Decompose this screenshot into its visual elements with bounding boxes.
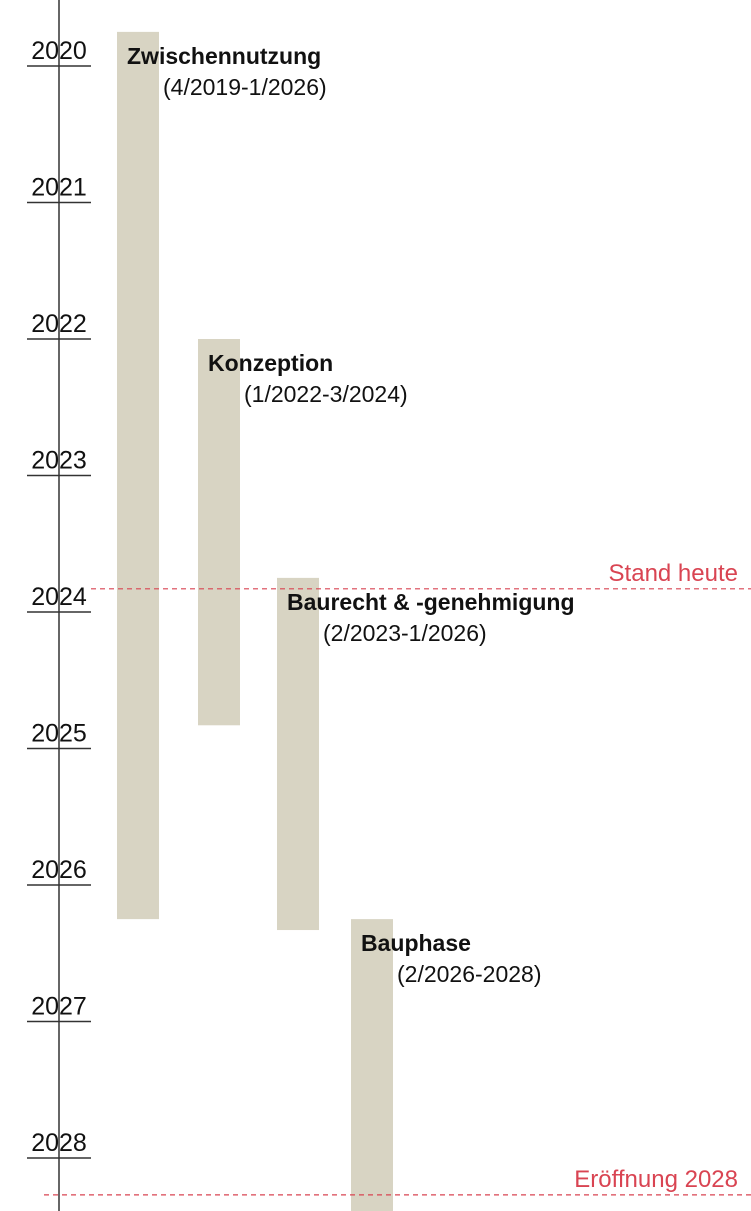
task-bar (351, 919, 393, 1211)
task-range-label: (1/2022-3/2024) (244, 381, 408, 407)
task-range-label: (2/2026-2028) (397, 961, 542, 987)
year-label-2025: 2025 (31, 720, 87, 748)
task-labels: Zwischennutzung (4/2019-1/2026) Konzeption… (127, 43, 575, 987)
year-label-2028: 2028 (31, 1129, 87, 1157)
marker-lines: Stand heute Eröffnung 2028 (44, 560, 751, 1196)
task-range-label: (2/2023-1/2026) (323, 620, 487, 646)
task-bar (277, 577, 319, 931)
year-label-2023: 2023 (31, 447, 87, 475)
task-bar (117, 31, 159, 920)
year-label-2024: 2024 (31, 583, 87, 611)
marker-label: Eröffnung 2028 (574, 1166, 738, 1193)
task-name: Bauphase (361, 930, 471, 956)
task-bar (198, 339, 240, 726)
year-ticks: 2020 2021 2022 2023 2024 2025 2026 2027 2028 (27, 37, 91, 1159)
task-name: Konzeption (208, 350, 333, 376)
year-label-2021: 2021 (31, 174, 87, 202)
year-label-2020: 2020 (31, 37, 87, 65)
task-name: Zwischennutzung (127, 43, 321, 69)
task-range-label: (4/2019-1/2026) (163, 74, 327, 100)
year-label-2027: 2027 (31, 993, 87, 1021)
task-name: Baurecht & -genehmigung (287, 589, 575, 615)
task-bars (117, 31, 393, 1211)
year-label-2022: 2022 (31, 310, 87, 338)
marker-label: Stand heute (609, 560, 738, 587)
year-label-2026: 2026 (31, 856, 87, 884)
